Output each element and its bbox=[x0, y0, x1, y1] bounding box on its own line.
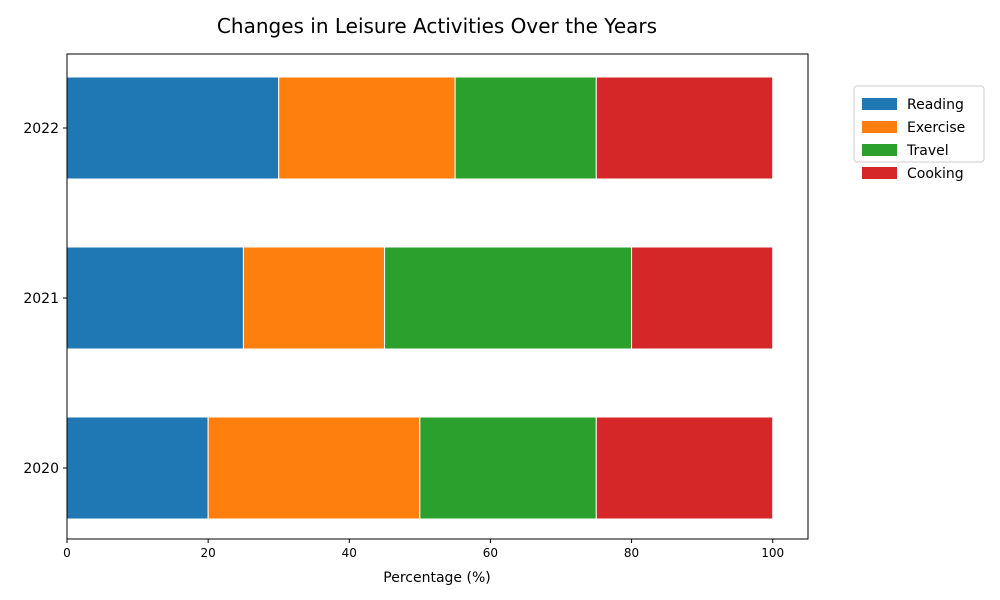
plot-frame bbox=[66, 53, 809, 540]
x-tick-label: 80 bbox=[624, 546, 639, 560]
x-tick-label: 20 bbox=[201, 546, 216, 560]
x-tick-label: 60 bbox=[483, 546, 498, 560]
legend-swatch-reading bbox=[862, 98, 897, 110]
legend-label-reading: Reading bbox=[907, 97, 964, 113]
x-axis-label: Percentage (%) bbox=[383, 570, 490, 586]
legend: Reading Exercise Travel Cooking bbox=[853, 85, 985, 182]
bar-travel-2022 bbox=[454, 76, 597, 180]
bar-cooking-2021 bbox=[631, 246, 774, 350]
x-tick-label: 100 bbox=[761, 546, 784, 560]
bars-group bbox=[66, 76, 774, 520]
legend-label-travel: Travel bbox=[906, 143, 949, 159]
x-tick-label: 40 bbox=[342, 546, 357, 560]
y-axis: 2020 2021 2022 bbox=[23, 121, 67, 477]
bar-reading-2022 bbox=[66, 76, 280, 180]
bar-travel-2020 bbox=[419, 416, 597, 520]
x-axis: 0 20 40 60 80 100 bbox=[63, 539, 784, 560]
bar-reading-2020 bbox=[66, 416, 209, 520]
bar-cooking-2022 bbox=[595, 76, 774, 180]
x-tick-label: 0 bbox=[63, 546, 71, 560]
bar-exercise-2020 bbox=[207, 416, 421, 520]
legend-swatch-travel bbox=[862, 144, 897, 156]
bar-reading-2021 bbox=[66, 246, 244, 350]
legend-swatch-cooking bbox=[862, 167, 897, 179]
chart-title: Changes in Leisure Activities Over the Y… bbox=[217, 14, 657, 38]
y-tick-label-2022: 2022 bbox=[23, 121, 59, 137]
bar-exercise-2022 bbox=[278, 76, 456, 180]
bar-exercise-2021 bbox=[242, 246, 386, 350]
bar-cooking-2020 bbox=[595, 416, 774, 520]
legend-label-cooking: Cooking bbox=[907, 166, 964, 182]
bar-travel-2021 bbox=[384, 246, 633, 350]
legend-label-exercise: Exercise bbox=[907, 120, 965, 136]
legend-swatch-exercise bbox=[862, 121, 897, 133]
y-tick-label-2021: 2021 bbox=[23, 291, 59, 307]
y-tick-label-2020: 2020 bbox=[23, 461, 59, 477]
